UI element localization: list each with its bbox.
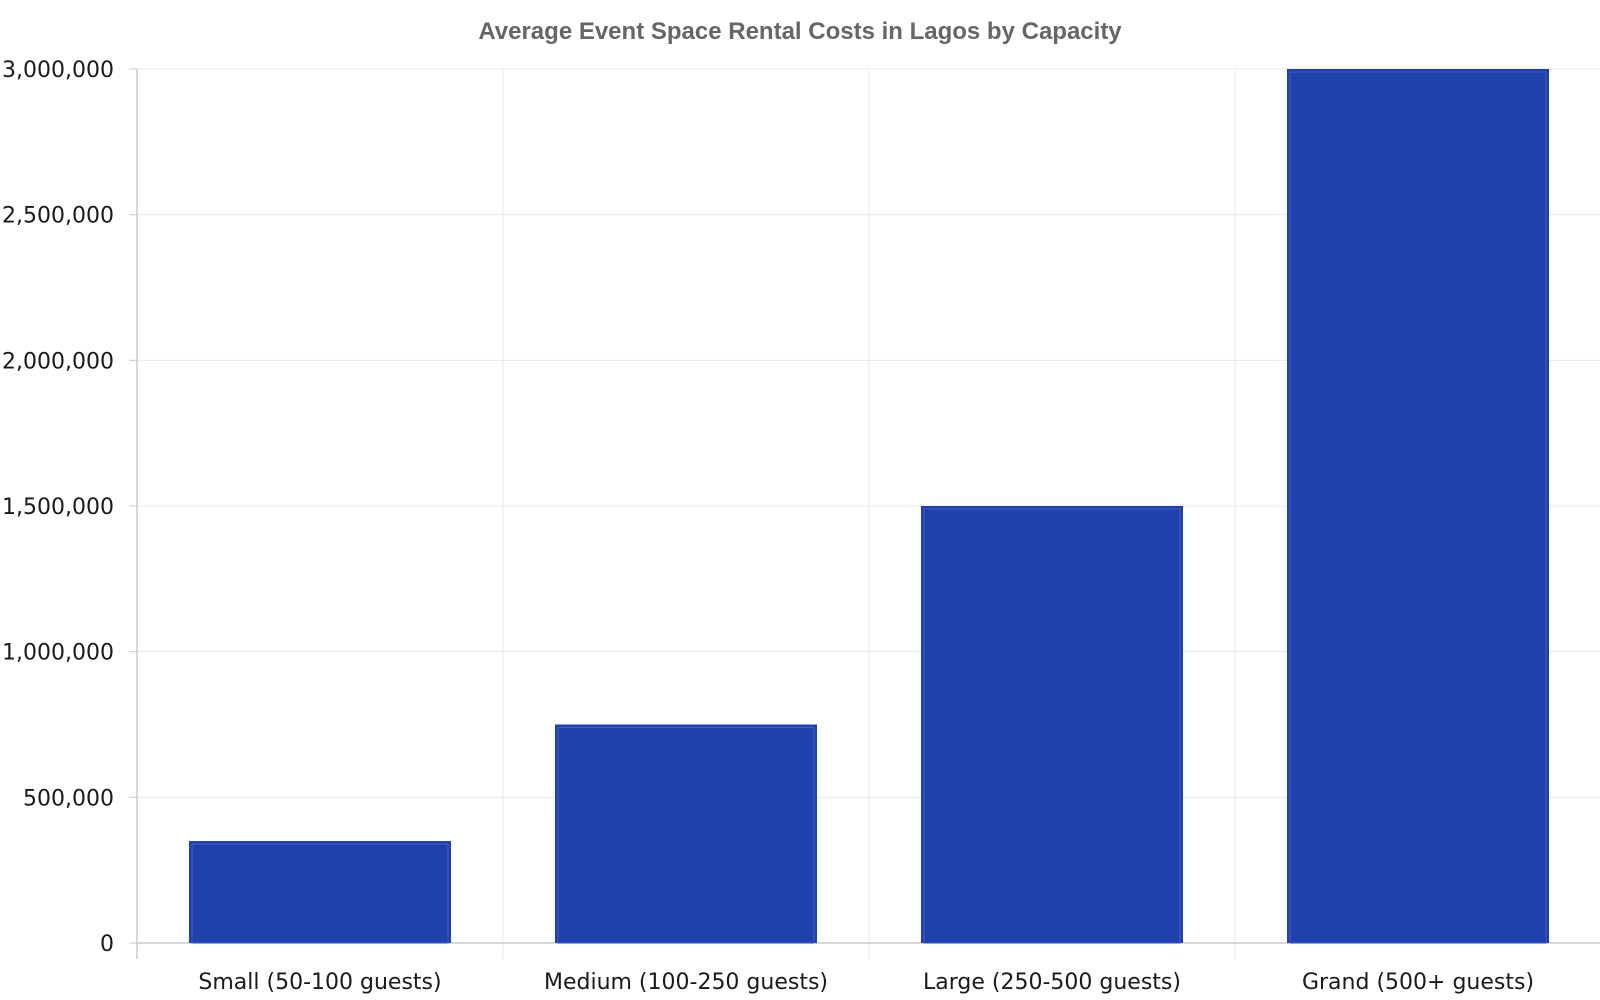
y-tick-label: 3,000,000 [2,58,114,83]
bar [555,724,817,943]
y-tick-label: 0 [100,932,114,957]
y-tick-label: 1,000,000 [2,641,114,666]
bar-inner-outline [191,843,449,944]
bar-inner-outline [557,727,815,944]
x-tick-label: Grand (500+ guests) [1302,970,1534,995]
bar [189,841,451,943]
x-tick-label: Medium (100-250 guests) [544,970,828,995]
x-tick-label: Large (250-500 guests) [923,970,1181,995]
bar [1287,69,1549,943]
bar-inner-outline [923,508,1181,944]
bar [921,506,1183,943]
bar-inner-outline [1289,71,1547,944]
y-tick-label: 2,000,000 [2,349,114,374]
chart-title: Average Event Space Rental Costs in Lago… [478,18,1122,45]
y-tick-label: 500,000 [23,786,114,811]
x-tick-label: Small (50-100 guests) [198,970,441,995]
labels-layer: 0 500,000 1,000,000 1,500,000 2,000,000 2,500… [2,58,1534,995]
bars-layer [189,69,1549,944]
y-tick-label: 1,500,000 [2,495,114,520]
grid-layer [137,68,1600,959]
y-tick-label: 2,500,000 [2,204,114,229]
